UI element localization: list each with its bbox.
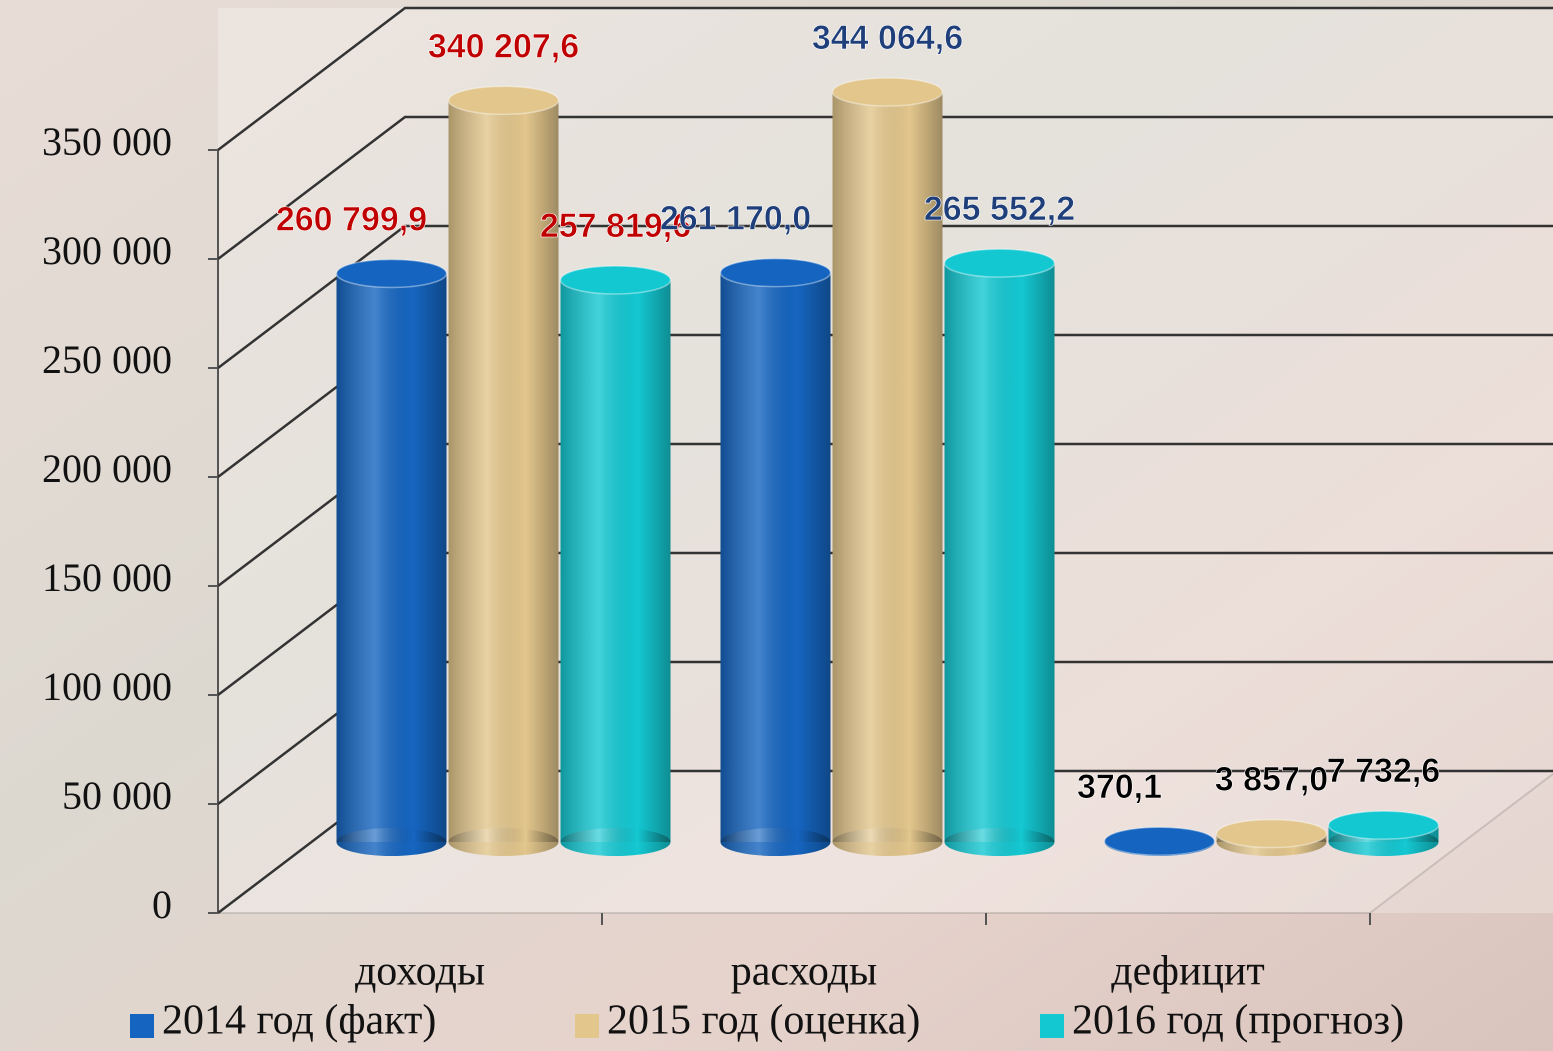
bar-shading <box>560 279 671 843</box>
bar-shading <box>944 828 1055 856</box>
bar-top <box>943 248 1056 278</box>
legend-swatch <box>575 1014 599 1038</box>
bar-top <box>1103 826 1216 856</box>
bar-top <box>1215 818 1328 849</box>
x-tick-label: доходы <box>355 949 485 995</box>
value-label: 370,1 <box>1077 768 1162 806</box>
x-tick-label: расходы <box>731 949 878 995</box>
bar-top <box>559 265 672 295</box>
bar-shading <box>336 828 447 856</box>
value-label: 7 732,6 <box>1327 752 1440 790</box>
bar-top <box>335 258 448 289</box>
value-label: 3 857,0 <box>1215 761 1328 799</box>
bar-shading <box>448 828 559 856</box>
y-tick-label: 150 000 <box>42 555 172 600</box>
legend-label: 2014 год (факт) <box>162 998 436 1044</box>
bar-top <box>447 85 560 116</box>
y-tick-label: 0 <box>152 882 172 927</box>
y-tick-label: 250 000 <box>42 337 172 382</box>
bar-top <box>719 257 832 288</box>
bar-shading <box>560 828 671 856</box>
value-label: 260 799,9 <box>276 200 427 238</box>
legend-label: 2016 год (прогноз) <box>1072 998 1404 1044</box>
value-label: 340 207,6 <box>428 27 579 65</box>
y-tick-label: 300 000 <box>42 228 172 273</box>
grid-line <box>217 115 1553 260</box>
bar-shading <box>720 828 831 856</box>
bar-shading <box>448 100 559 843</box>
grid-line <box>217 6 1553 151</box>
bar-shading <box>944 263 1055 842</box>
value-label: 265 552,2 <box>924 190 1075 228</box>
y-tick-label: 350 000 <box>42 119 172 164</box>
legend-swatch <box>130 1014 154 1038</box>
bar-top <box>831 77 944 107</box>
legend-label: 2015 год (оценка) <box>607 998 920 1044</box>
value-label: 257 819,6 <box>540 207 691 245</box>
value-label: 344 064,6 <box>812 19 963 57</box>
y-tick-label: 200 000 <box>42 446 172 491</box>
y-tick-label: 50 000 <box>62 773 172 818</box>
y-tick-label: 100 000 <box>42 664 172 709</box>
grid-line <box>217 224 1553 369</box>
bar-shading <box>720 272 831 842</box>
bar-top <box>1327 810 1440 840</box>
bar-shading <box>832 91 943 843</box>
bar-shading <box>832 828 943 856</box>
x-tick-label: дефицит <box>1111 949 1265 995</box>
legend-swatch <box>1040 1014 1064 1038</box>
value-label: 261 170,0 <box>660 200 811 238</box>
bar-shading <box>336 273 447 843</box>
